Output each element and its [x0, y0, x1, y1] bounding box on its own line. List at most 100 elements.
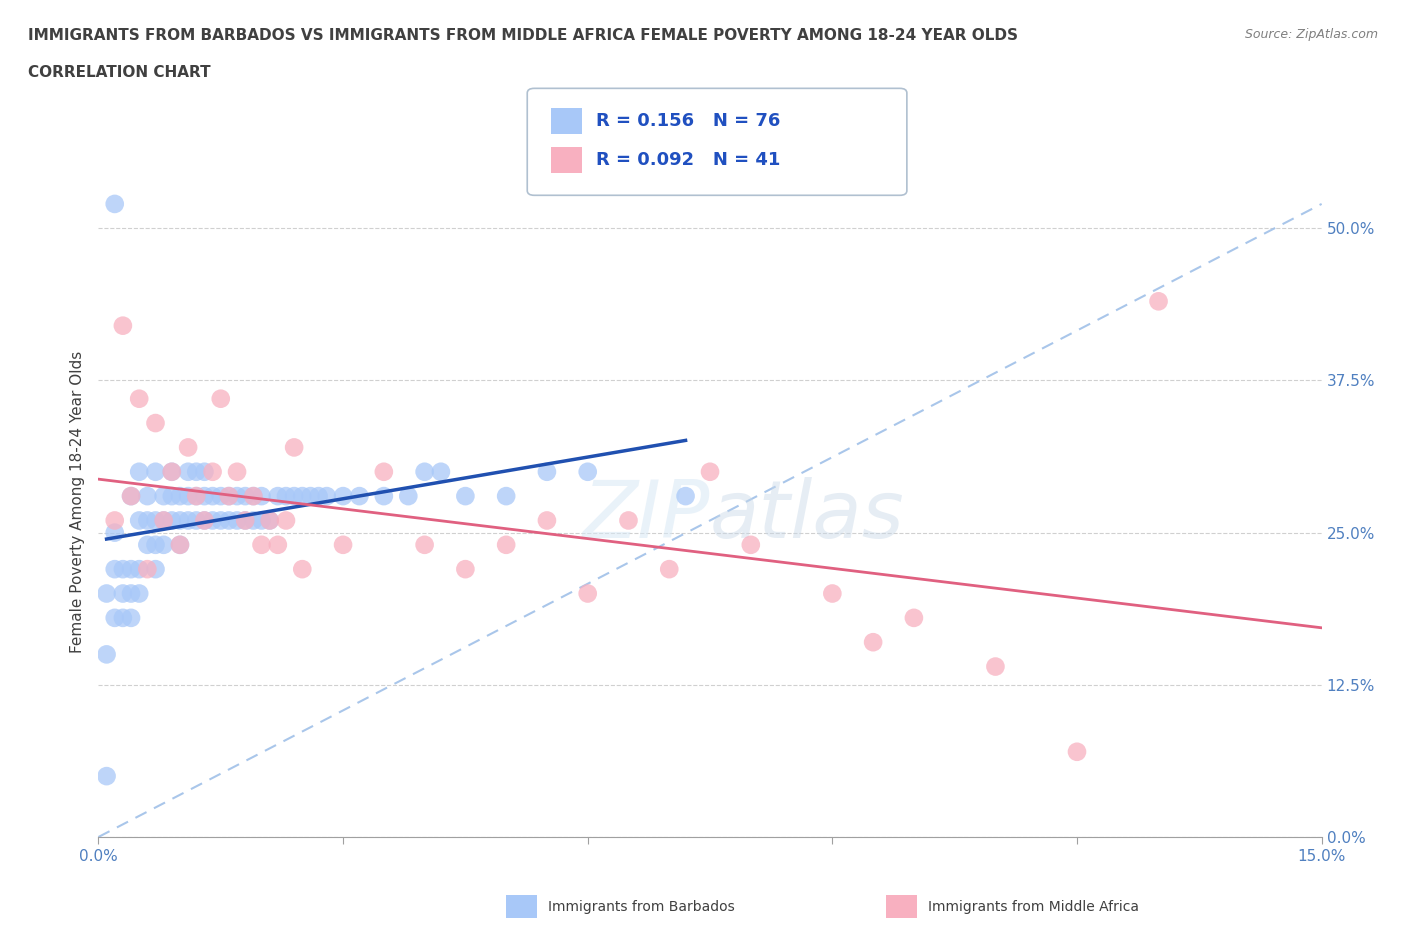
Point — [617, 513, 640, 528]
Point — [186, 464, 208, 479]
Point — [136, 538, 159, 552]
Point — [576, 586, 599, 601]
Point — [193, 488, 215, 503]
Point — [96, 586, 118, 601]
Point — [495, 488, 517, 503]
Point — [233, 513, 256, 528]
Text: IMMIGRANTS FROM BARBADOS VS IMMIGRANTS FROM MIDDLE AFRICA FEMALE POVERTY AMONG 1: IMMIGRANTS FROM BARBADOS VS IMMIGRANTS F… — [28, 28, 1018, 43]
Point — [201, 513, 224, 528]
Text: R = 0.092   N = 41: R = 0.092 N = 41 — [596, 151, 780, 169]
Point — [104, 525, 127, 540]
Point — [308, 488, 330, 503]
Point — [242, 513, 264, 528]
Point — [128, 392, 150, 406]
Point — [186, 488, 208, 503]
Point — [169, 488, 191, 503]
Point — [209, 513, 232, 528]
Point — [120, 488, 142, 503]
Point — [332, 488, 354, 503]
Point — [145, 416, 167, 431]
Point — [186, 513, 208, 528]
Point — [862, 635, 884, 650]
Point — [226, 488, 249, 503]
Point — [111, 318, 134, 333]
Point — [152, 488, 174, 503]
Point — [373, 464, 395, 479]
Point — [160, 488, 183, 503]
Point — [259, 513, 281, 528]
Point — [201, 464, 224, 479]
Point — [495, 538, 517, 552]
Point — [104, 562, 127, 577]
Point — [209, 392, 232, 406]
Point — [226, 464, 249, 479]
Point — [454, 488, 477, 503]
Point — [218, 488, 240, 503]
Text: ZIP: ZIP — [582, 476, 710, 554]
Point — [267, 538, 290, 552]
Point — [242, 488, 264, 503]
Point — [242, 488, 264, 503]
Point — [104, 196, 127, 211]
Point — [233, 488, 256, 503]
Point — [274, 513, 297, 528]
Point — [169, 538, 191, 552]
Point — [177, 440, 200, 455]
Point — [120, 562, 142, 577]
Point — [136, 513, 159, 528]
Point — [193, 513, 215, 528]
Point — [160, 464, 183, 479]
Point — [186, 488, 208, 503]
Point — [111, 562, 134, 577]
Point — [396, 488, 419, 503]
Point — [291, 562, 314, 577]
Point — [259, 513, 281, 528]
Point — [430, 464, 453, 479]
Point — [209, 488, 232, 503]
Point — [96, 769, 118, 784]
Point — [274, 488, 297, 503]
Point — [128, 464, 150, 479]
Point — [145, 464, 167, 479]
Point — [104, 513, 127, 528]
Point — [1066, 744, 1088, 759]
Point — [226, 513, 249, 528]
Point — [349, 488, 371, 503]
Point — [821, 586, 844, 601]
Point — [160, 513, 183, 528]
Point — [152, 538, 174, 552]
Point — [332, 538, 354, 552]
Point — [536, 464, 558, 479]
Point — [658, 562, 681, 577]
Point — [984, 659, 1007, 674]
Point — [675, 488, 697, 503]
Point — [145, 513, 167, 528]
Point — [299, 488, 322, 503]
Point — [1147, 294, 1170, 309]
Point — [233, 513, 256, 528]
Point — [250, 488, 273, 503]
Point — [218, 488, 240, 503]
Point — [145, 562, 167, 577]
Point — [152, 513, 174, 528]
Point — [740, 538, 762, 552]
Point — [120, 488, 142, 503]
Y-axis label: Female Poverty Among 18-24 Year Olds: Female Poverty Among 18-24 Year Olds — [69, 352, 84, 654]
Point — [160, 464, 183, 479]
Point — [250, 538, 273, 552]
Point — [576, 464, 599, 479]
Point — [413, 538, 436, 552]
Text: atlas: atlas — [710, 476, 905, 554]
Point — [111, 610, 134, 625]
Text: Immigrants from Middle Africa: Immigrants from Middle Africa — [928, 899, 1139, 914]
Point — [454, 562, 477, 577]
Point — [373, 488, 395, 503]
Text: Immigrants from Barbados: Immigrants from Barbados — [548, 899, 735, 914]
Point — [201, 488, 224, 503]
Point — [111, 586, 134, 601]
Point — [283, 488, 305, 503]
Point — [177, 464, 200, 479]
Point — [169, 513, 191, 528]
Text: R = 0.156   N = 76: R = 0.156 N = 76 — [596, 112, 780, 130]
Point — [128, 562, 150, 577]
